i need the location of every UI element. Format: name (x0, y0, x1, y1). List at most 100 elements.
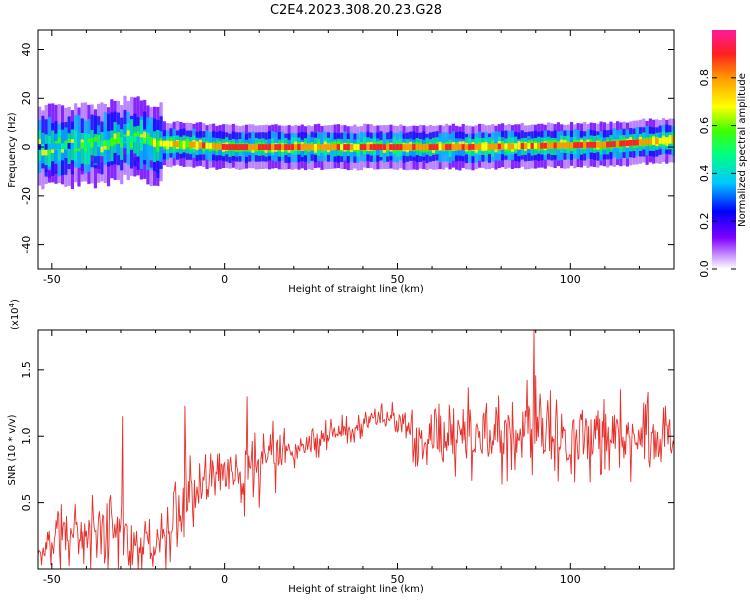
spectrogram-cell (87, 133, 91, 165)
x-tick-label: -50 (43, 273, 61, 286)
spectrogram-peak-cell (143, 137, 147, 144)
colorbar: 0.0 0.2 0.4 0.6 0.8 Normalized spectral ampl… (698, 30, 748, 278)
spectrogram-peak-cell (287, 144, 291, 150)
spectrogram-cell (143, 131, 147, 141)
spectrogram-peak-cell (284, 144, 288, 150)
spectrogram-peak-cell (294, 144, 298, 150)
colorbar-label: Normalized spectral amplitude (737, 73, 748, 227)
spectrogram-peak-cell (448, 144, 452, 150)
spectrogram-peak-cell (212, 143, 216, 150)
spectrogram-peak-cell (395, 144, 400, 150)
spectrogram-peak-cell (74, 142, 78, 149)
spectrogram-peak-cell (126, 135, 130, 142)
spectrogram-peak-cell (497, 143, 501, 150)
spectrogram-peak-cell (478, 143, 482, 150)
spectrogram-peak-cell (106, 139, 111, 146)
spectrogram-peak-cell (116, 137, 121, 144)
spectrogram-peak-cell (353, 144, 357, 150)
spectrogram-peak-cell (514, 143, 518, 150)
spectrogram-peak-cell (487, 143, 492, 150)
spectrogram-peak-cell (409, 144, 413, 150)
x-tick-label: 100 (560, 573, 581, 586)
snr-chart: -50 0 50 100 0.5 1.0 1.5 Height of straight li… (7, 299, 675, 595)
spectrogram-cell (156, 170, 160, 178)
spectrogram-peak-cell (432, 144, 436, 150)
spectrogram-peak-cell (615, 140, 620, 147)
spectrogram-peak-cell (162, 140, 166, 147)
spectrogram-peak-cell (504, 143, 508, 150)
spectrogram-peak-cell (645, 138, 649, 145)
spectrogram-peak-cell (425, 144, 429, 150)
spectrogram-peak-cell (120, 137, 124, 144)
spectrogram-peak-cell (464, 144, 469, 150)
spectrogram-peak-cell (655, 138, 659, 144)
spectrogram-peak-cell (438, 144, 442, 150)
spectrogram-peak-cell (579, 142, 584, 148)
spectrogram-peak-cell (280, 144, 285, 150)
snr-x-axis-label: Height of straight line (km) (288, 584, 424, 595)
x-tick-label: 0 (221, 573, 228, 586)
spectrogram-cell (133, 153, 137, 161)
spectrogram-cell (100, 156, 104, 164)
spectrogram-peak-cell (87, 142, 91, 148)
spectrogram-cell (129, 139, 134, 148)
spectrogram-peak-cell (93, 141, 98, 148)
spectrogram-peak-cell (652, 138, 656, 145)
spectrogram-peak-cell (363, 144, 367, 150)
colorbar-tick-label: 0.4 (698, 165, 711, 183)
spectrogram-peak-cell (231, 144, 235, 150)
spectrogram-peak-cell (51, 143, 55, 150)
spectrogram-peak-cell (248, 144, 252, 150)
spectrogram-peak-cell (326, 144, 331, 150)
y-tick-label: 20 (20, 91, 33, 105)
spectrogram-peak-cell (244, 144, 249, 150)
spectrogram-peak-cell (356, 144, 360, 150)
spectrogram-peak-cell (136, 136, 140, 143)
spectrogram-peak-cell (343, 144, 347, 150)
snr-frame (37, 329, 675, 570)
spectrogram-cell (136, 131, 140, 141)
y-tick-label: -20 (20, 187, 33, 205)
spectrogram-peak-cell (333, 144, 337, 150)
colorbar-tick-label: 0.6 (698, 117, 711, 135)
spectrogram-cell (149, 160, 153, 168)
spectrogram-cell (47, 145, 52, 155)
spectrogram-peak-cell (238, 144, 242, 150)
spectrogram-peak-cell (70, 142, 75, 149)
spectrogram-peak-cell (671, 136, 675, 143)
spectrogram-peak-cell (156, 140, 160, 147)
spectrogram-peak-cell (471, 144, 475, 150)
spectrogram-peak-cell (310, 144, 314, 150)
spectrogram-peak-cell (592, 141, 597, 148)
spectrogram-cell (44, 169, 48, 177)
spectrogram-peak-cell (369, 144, 373, 150)
spectrogram-peak-cell (563, 142, 567, 149)
spectrogram-peak-cell (494, 143, 498, 150)
spectrogram-cell (47, 170, 52, 178)
spectrogram-peak-cell (386, 144, 390, 150)
y-tick-label: 40 (20, 43, 33, 57)
spectrogram-peak-cell (619, 140, 623, 147)
spectrogram-peak-cell (235, 144, 239, 150)
spectrogram-peak-cell (57, 143, 61, 150)
spectrogram-peak-cell (642, 139, 646, 145)
spectrogram-peak-cell (606, 141, 610, 148)
spectrogram-peak-cell (152, 139, 157, 146)
spectrogram-peak-cell (258, 144, 262, 150)
spectrogram-axes: -50 0 50 100 -40 -20 0 20 40 (20, 30, 675, 286)
colorbar-tick-label: 0.8 (698, 69, 711, 87)
spectrogram-cell (93, 133, 98, 165)
spectrogram-peak-cell (599, 141, 603, 148)
spectrogram-cell (146, 132, 150, 142)
spectrogram-peak-cell (264, 144, 268, 150)
spectrogram-peak-cell (586, 142, 590, 148)
spectrogram-peak-cell (530, 143, 534, 149)
spectrogram-peak-cell (320, 144, 324, 150)
snr-axes: -50 0 50 100 0.5 1.0 1.5 (20, 330, 675, 586)
spectrogram-peak-cell (527, 143, 531, 149)
spectrogram-cell (100, 143, 104, 153)
spectrogram-peak-cell (290, 144, 295, 150)
spectrogram-peak-cell (658, 137, 662, 144)
spectrogram-peak-cell (455, 144, 459, 150)
snr-plot-area (37, 329, 675, 570)
